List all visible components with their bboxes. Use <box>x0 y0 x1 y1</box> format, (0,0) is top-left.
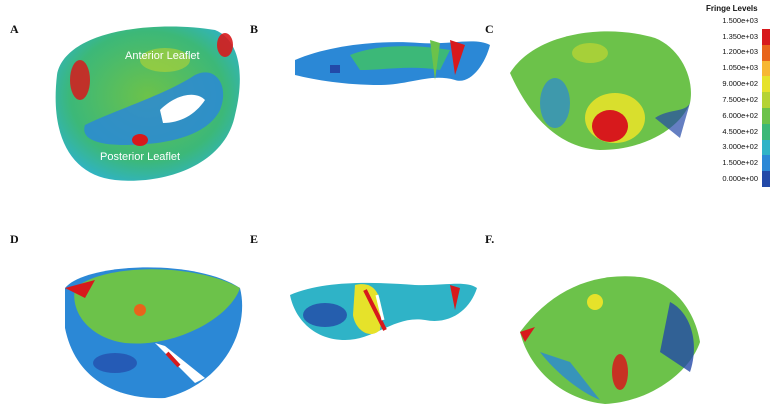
valve-model-c <box>510 31 691 150</box>
legend-color-segment <box>762 76 770 93</box>
legend-tick: 3.000e+02 <box>722 142 758 151</box>
legend-tick: 1.050e+03 <box>722 63 758 72</box>
legend-color-segment <box>762 123 770 140</box>
legend-color-segment <box>762 155 770 172</box>
valve-model-a: Anterior Leaflet Posterior Leaflet <box>55 26 240 181</box>
legend-tick: 6.000e+02 <box>722 111 758 120</box>
valve-model-e <box>290 282 477 340</box>
panel-letter-b: B <box>250 22 259 36</box>
legend-color-segment <box>762 44 770 61</box>
legend-color-segment <box>762 92 770 108</box>
legend-tick: 1.200e+03 <box>722 47 758 56</box>
anterior-leaflet-label: Anterior Leaflet <box>125 50 200 62</box>
fringe-levels-legend: Fringe Levels 1.500e+03 1.350e+03 1.200e… <box>706 4 770 187</box>
panel-letter-f: F. <box>485 232 495 246</box>
legend-tick: 1.500e+02 <box>722 158 758 167</box>
valve-model-f <box>520 276 700 404</box>
legend-color-segment <box>762 60 770 77</box>
panel-letter-d: D <box>10 232 19 246</box>
panel-letter-a: A <box>10 22 19 36</box>
legend-color-segment <box>762 29 770 45</box>
legend-tick: 4.500e+02 <box>722 127 758 136</box>
legend-tick: 1.350e+03 <box>722 32 758 41</box>
legend-title: Fringe Levels <box>706 4 758 13</box>
legend-tick: 1.500e+03 <box>722 16 758 25</box>
legend-tick: 0.000e+00 <box>722 174 758 183</box>
valve-model-b <box>295 40 490 85</box>
legend-color-segment <box>762 171 770 187</box>
legend-color-segment <box>762 107 770 124</box>
panel-letter-e: E <box>250 232 259 246</box>
panel-letter-c: C <box>485 22 494 36</box>
valve-model-d <box>65 267 243 399</box>
legend-color-segment <box>762 139 770 156</box>
posterior-leaflet-label: Posterior Leaflet <box>100 151 180 163</box>
legend-tick: 9.000e+02 <box>722 79 758 88</box>
legend-tick: 7.500e+02 <box>722 95 758 104</box>
legend-colorbar <box>762 29 770 187</box>
